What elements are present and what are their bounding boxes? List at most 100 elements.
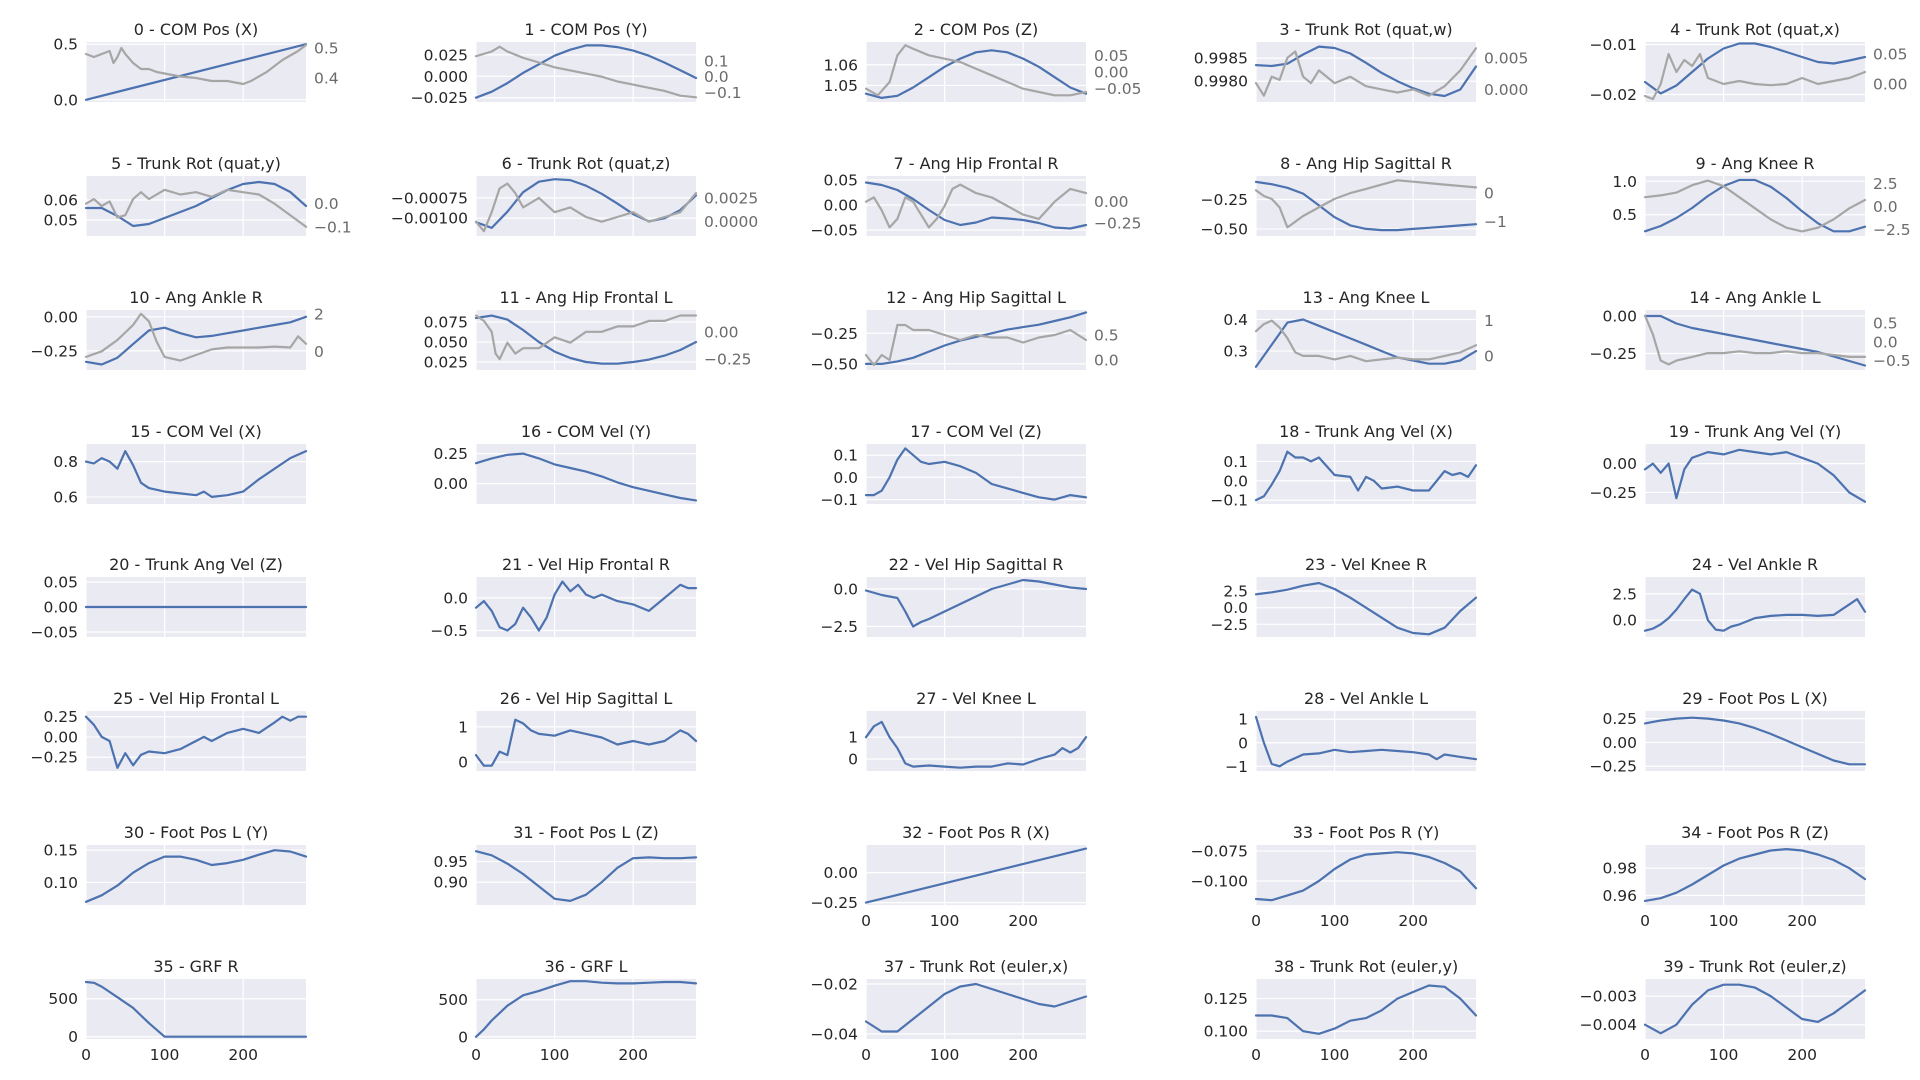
subplot-4: −0.01 −0.02 0.05 0.00 4 - Trunk Rot (quat,x) [1590, 20, 1908, 104]
series-line [84, 180, 308, 228]
y-tick-label: 0.00 [1602, 308, 1637, 326]
subplot-33: −0.075 −0.100 0 100 200 33 - Foot Pos R (Y) [1191, 823, 1478, 930]
series-line-right-axis [1643, 314, 1867, 366]
y2-tick-label: −0.5 [1873, 352, 1911, 370]
plot-background [1645, 577, 1865, 637]
y2-tick-label: 0 [1484, 347, 1494, 365]
subplot-title: 23 - Vel Knee R [1305, 555, 1427, 574]
y-tick-label: 2.5 [1223, 583, 1248, 601]
x-tick-label: 200 [228, 1046, 258, 1064]
subplot-title: 30 - Foot Pos L (Y) [124, 823, 268, 842]
subplot-31: 0.95 0.90 31 - Foot Pos L (Z) [433, 823, 698, 905]
subplot-5: 0.06 0.05 0.0 −0.1 5 - Trunk Rot (quat,y) [43, 154, 351, 236]
plot-background [1645, 711, 1865, 771]
subplot-21: 0.0 −0.5 21 - Vel Hip Frontal R [430, 555, 698, 640]
subplot-2: 1.06 1.05 0.050.00−0.05 2 - COM Pos (Z) [823, 20, 1142, 102]
subplot-title: 24 - Vel Ankle R [1692, 555, 1818, 574]
y2-tick-label: 0.00 [1094, 64, 1129, 82]
y-tick-label: 0.00 [1602, 734, 1637, 752]
y2-tick-label: −0.1 [314, 218, 352, 236]
y-tick-label: −0.25 [811, 894, 859, 912]
subplot-27: 1 0 27 - Vel Knee L [848, 689, 1088, 771]
plot-background [86, 310, 306, 370]
subplot-32: 0.00 −0.250 100 200 32 - Foot Pos R (X) [811, 823, 1088, 930]
y-tick-label: 0.5 [53, 36, 78, 54]
y-tick-label: −0.25 [1590, 484, 1638, 502]
series-line [1254, 450, 1478, 502]
y2-tick-label: 1 [1484, 312, 1494, 330]
y-tick-label: −0.5 [430, 622, 468, 640]
x-tick-label: 200 [1008, 912, 1038, 930]
plot-background [866, 979, 1086, 1039]
subplot-34: 0.98 0.960 100 200 34 - Foot Pos R (Z) [1602, 823, 1867, 930]
y2-tick-label: 0.4 [314, 70, 339, 88]
y-tick-label: −0.100 [1191, 873, 1248, 891]
subplot-25: 0.25 0.00 −0.25 25 - Vel Hip Frontal L [31, 689, 308, 771]
x-tick-label: 0 [1640, 1046, 1650, 1064]
series-line [864, 181, 1088, 230]
subplot-title: 35 - GRF R [153, 957, 238, 976]
y-tick-label: 0.06 [43, 192, 78, 210]
y-tick-label: 1 [848, 729, 858, 747]
y-tick-label: 0.00 [823, 197, 858, 215]
series-line [84, 849, 308, 903]
subplot-title: 22 - Vel Hip Sagittal R [889, 555, 1064, 574]
series-line [1643, 847, 1867, 903]
subplot-10: 0.00 −0.25 2 0 10 - Ang Ankle R [31, 288, 324, 370]
subplot-16: 0.25 0.00 16 - COM Vel (Y) [433, 422, 698, 504]
series-line [1643, 42, 1867, 95]
y-tick-label: −0.05 [811, 222, 859, 240]
y-tick-label: 2.5 [1612, 585, 1637, 603]
series-line [864, 447, 1088, 501]
subplot-18: 0.10.0 −0.1 18 - Trunk Ang Vel (X) [1210, 422, 1478, 510]
plot-background [476, 42, 696, 102]
subplot-0: 0.0 0.5 0.4 0.5 0 - COM Pos (X) [53, 20, 338, 109]
y-tick-label: −0.25 [811, 325, 859, 343]
subplot-title: 5 - Trunk Rot (quat,y) [111, 154, 281, 173]
series-line [84, 450, 308, 498]
y2-tick-label: 0.5 [1094, 327, 1119, 345]
x-tick-label: 200 [1008, 1046, 1038, 1064]
series-line-right-axis [84, 43, 308, 86]
series-line [1254, 45, 1478, 98]
x-tick-label: 200 [1398, 912, 1428, 930]
series-line-right-axis [84, 188, 308, 228]
x-tick-label: 200 [618, 1046, 648, 1064]
plot-background [866, 577, 1086, 637]
subplot-7: 0.05 0.00 −0.05 0.00 −0.25 7 - Ang Hip Fronta… [811, 154, 1142, 240]
series-line [1254, 715, 1478, 768]
series-line [474, 452, 698, 502]
subplot-title: 13 - Ang Knee L [1303, 288, 1430, 307]
subplot-title: 25 - Vel Hip Frontal L [113, 689, 279, 708]
x-tick-label: 0 [81, 1046, 91, 1064]
y-tick-label: 0.9980 [1194, 73, 1248, 91]
x-tick-label: 100 [1320, 912, 1350, 930]
series-line-right-axis [1643, 179, 1867, 233]
y-tick-label: 500 [438, 991, 468, 1009]
y-tick-label: −0.05 [31, 624, 79, 642]
x-tick-label: 100 [1320, 1046, 1350, 1064]
y-tick-label: 0.0 [833, 581, 858, 599]
y2-tick-label: −0.05 [1094, 80, 1142, 98]
series-line [1254, 180, 1478, 232]
y-tick-label: −0.075 [1191, 843, 1248, 861]
y-tick-label: 0.000 [424, 68, 468, 86]
y-tick-label: −0.00075 [391, 189, 468, 207]
series-line-right-axis [1254, 47, 1478, 97]
y2-tick-label: 0.0 [1873, 333, 1898, 351]
series-line [474, 44, 698, 99]
x-tick-label: 100 [150, 1046, 180, 1064]
subplot-9: 1.0 0.5 2.5 0.0 −2.5 9 - Ang Knee R [1612, 154, 1910, 239]
subplot-title: 1 - COM Pos (Y) [524, 20, 647, 39]
x-tick-label: 100 [540, 1046, 570, 1064]
plot-background [476, 845, 696, 905]
series-line [474, 718, 698, 767]
y2-tick-label: 0.0000 [704, 213, 758, 231]
series-line [1643, 448, 1867, 503]
subplot-22: 0.0 −2.5 22 - Vel Hip Sagittal R [820, 555, 1088, 637]
subplot-title: 19 - Trunk Ang Vel (Y) [1669, 422, 1842, 441]
x-tick-label: 100 [1709, 1046, 1739, 1064]
series-line [84, 43, 308, 101]
